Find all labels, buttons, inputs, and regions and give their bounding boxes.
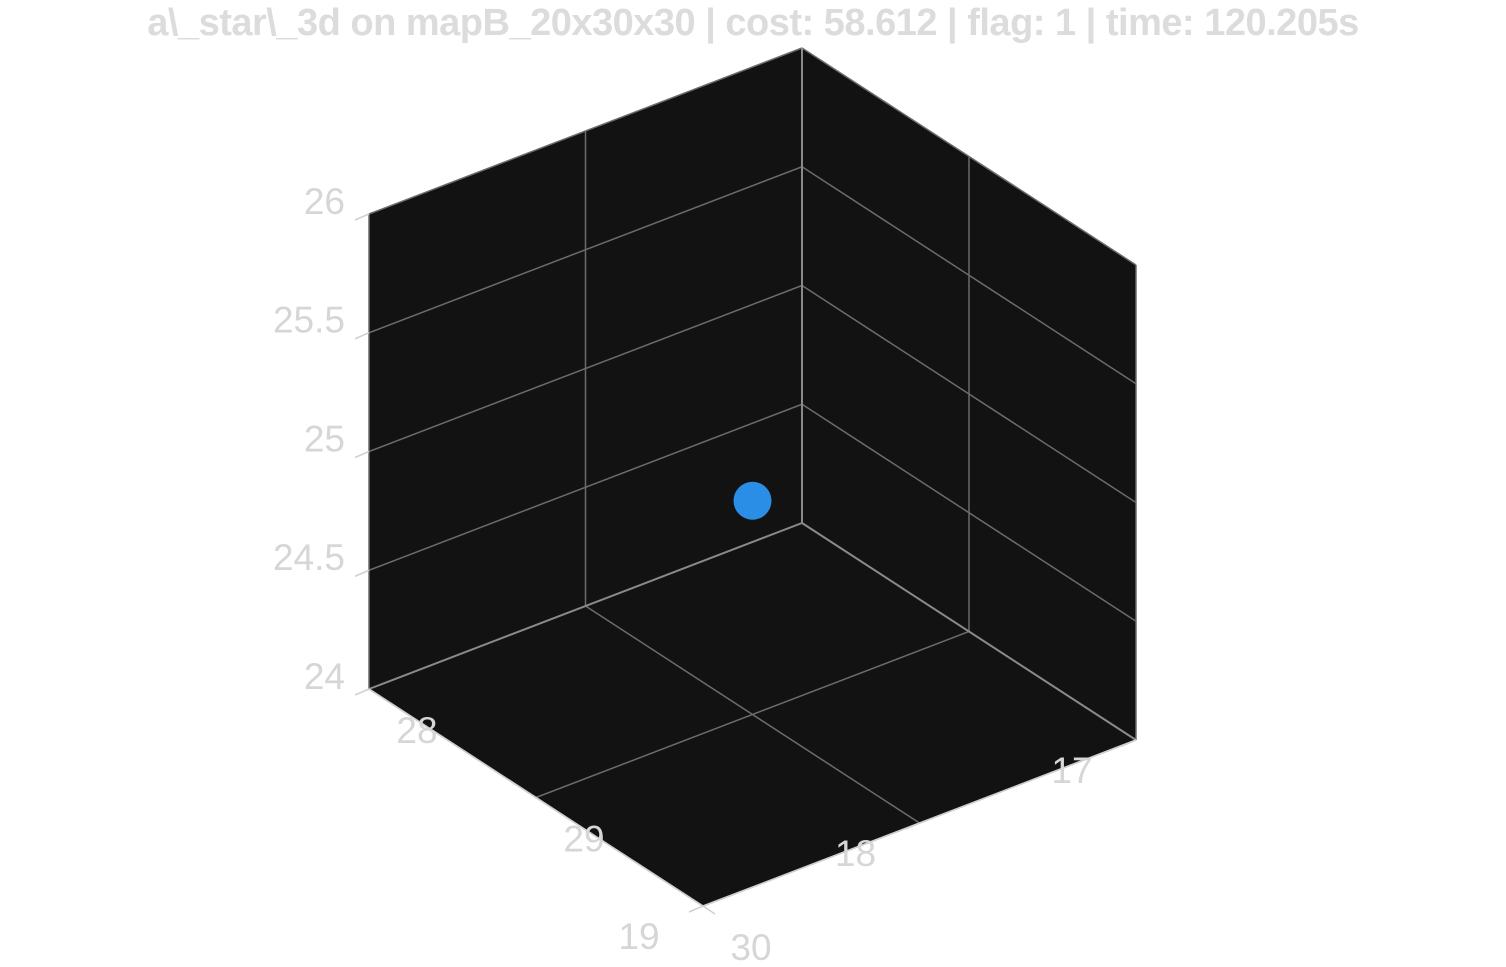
z-tick-mark: [354, 450, 370, 459]
grid-line-z-yz: [801, 284, 1137, 504]
x-tick-label: 18: [835, 833, 876, 874]
pane-edge: [801, 522, 1137, 741]
z-tick-label: 25: [304, 418, 345, 459]
grid-line-z-xz: [368, 166, 803, 334]
x-tick-label: 19: [618, 916, 659, 957]
z-tick-label: 26: [304, 181, 345, 222]
z-tick-label: 24.5: [273, 537, 345, 578]
z-tick-mark: [354, 213, 370, 221]
x-tick-mark: [688, 905, 704, 913]
grid-line-z-yz: [801, 403, 1137, 622]
y-tick-mark: [368, 688, 382, 698]
grid-line-z-xz: [368, 403, 803, 571]
z-tick-label: 25.5: [273, 300, 345, 341]
grid-line-z-xz: [368, 47, 803, 215]
chart-title: a\_star\_3d on mapB_20x30x30 | cost: 58.…: [147, 2, 1359, 44]
z-tick-mark: [354, 569, 370, 577]
y-tick-label: 28: [396, 710, 437, 751]
grid-line-z-yz: [801, 166, 1137, 385]
y-tick-mark: [535, 796, 549, 807]
z-tick-label: 24: [304, 656, 345, 697]
grid-line-y-floor: [535, 630, 970, 799]
x-tick-mark: [1121, 739, 1137, 747]
y-tick-mark: [702, 905, 716, 915]
data-point: [733, 481, 772, 520]
pane-edge: [368, 522, 803, 690]
z-tick-mark: [354, 688, 370, 696]
grid-line-z-yz: [801, 47, 1137, 266]
y-tick-label: 29: [563, 818, 604, 859]
x-tick-label: 17: [1051, 750, 1092, 791]
y-tick-label: 30: [730, 927, 771, 967]
grid-line-z-xz: [368, 284, 803, 453]
x-tick-mark: [905, 822, 920, 830]
z-tick-mark: [354, 332, 370, 340]
